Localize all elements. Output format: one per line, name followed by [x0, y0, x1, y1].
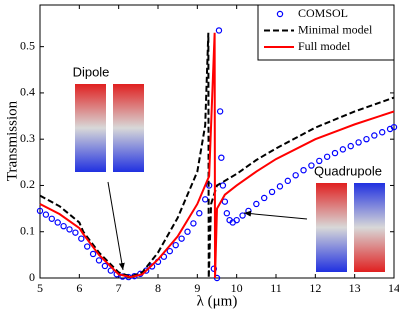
data-point	[363, 135, 370, 143]
x-tick-label: 14	[388, 281, 399, 295]
data-point	[300, 166, 307, 174]
y-tick-label: 0.2	[20, 177, 35, 191]
data-point	[216, 108, 224, 115]
data-point	[292, 172, 299, 179]
data-point	[390, 123, 398, 131]
field-map	[316, 183, 347, 272]
annotation: Dipole	[73, 64, 110, 79]
data-point	[223, 210, 231, 217]
legend-label: COMSOL	[298, 6, 348, 20]
y-tick-label: 0.3	[20, 131, 35, 145]
legend	[257, 4, 395, 61]
data-point	[101, 262, 109, 270]
legend-marker	[276, 10, 284, 18]
data-point	[347, 142, 354, 150]
data-point	[218, 154, 225, 161]
arrow	[107, 181, 125, 271]
data-point	[95, 257, 103, 264]
y-tick-label: 0.5	[20, 38, 35, 52]
field-map	[354, 183, 385, 272]
data-point	[172, 241, 179, 249]
data-point	[261, 194, 268, 202]
x-tick-label: 9	[194, 281, 200, 295]
data-point	[166, 247, 173, 255]
data-point	[184, 228, 191, 235]
x-axis-label: λ (μm)	[197, 293, 238, 309]
data-point	[253, 200, 260, 208]
data-point	[308, 162, 315, 169]
data-point	[316, 157, 323, 165]
data-point	[268, 188, 276, 196]
field-map	[75, 84, 106, 172]
x-tick-label: 8	[155, 281, 161, 295]
data-point	[36, 207, 44, 215]
x-tick-label: 10	[231, 281, 243, 295]
data-point	[379, 129, 386, 136]
data-point	[323, 153, 331, 160]
field-map	[113, 84, 144, 172]
data-point	[107, 267, 115, 274]
x-tick-label: 6	[76, 281, 82, 295]
data-point	[355, 139, 362, 146]
data-point	[42, 211, 50, 218]
y-tick-label: 0	[29, 270, 35, 284]
data-point	[239, 212, 246, 219]
data-point	[331, 149, 339, 157]
data-point	[66, 226, 73, 233]
data-point	[190, 220, 197, 227]
data-point	[83, 243, 91, 250]
x-tick-label: 11	[270, 281, 282, 295]
data-point	[78, 235, 85, 242]
data-point	[210, 265, 218, 272]
arrow	[243, 210, 308, 220]
data-point	[221, 198, 229, 205]
x-tick-label: 5	[37, 281, 43, 295]
legend-label: Minimal model	[298, 22, 373, 36]
annotation: Quadrupole	[314, 163, 382, 178]
data-point	[276, 183, 284, 190]
data-point	[339, 146, 347, 153]
series-line	[39, 32, 395, 279]
legend-label: Full model	[298, 39, 351, 53]
data-point	[371, 132, 378, 139]
data-point	[54, 219, 61, 226]
data-point	[178, 235, 185, 242]
data-point	[60, 222, 67, 230]
data-point	[215, 27, 223, 34]
x-tick-label: 7	[116, 281, 122, 295]
data-point	[233, 216, 240, 224]
data-point	[72, 229, 79, 236]
series-line	[39, 32, 395, 279]
data-point	[245, 207, 252, 215]
plot-frame	[39, 4, 395, 279]
y-tick-label: 0.4	[20, 85, 35, 99]
x-tick-label: 12	[309, 281, 321, 295]
y-axis-label: Transmission	[4, 100, 20, 181]
data-point	[284, 177, 291, 185]
data-point	[196, 210, 203, 217]
y-tick-label: 0.1	[20, 223, 35, 237]
data-point	[201, 196, 209, 203]
x-tick-label: 13	[349, 281, 361, 295]
data-point	[219, 182, 227, 189]
data-point	[89, 250, 97, 258]
data-point	[48, 215, 56, 222]
